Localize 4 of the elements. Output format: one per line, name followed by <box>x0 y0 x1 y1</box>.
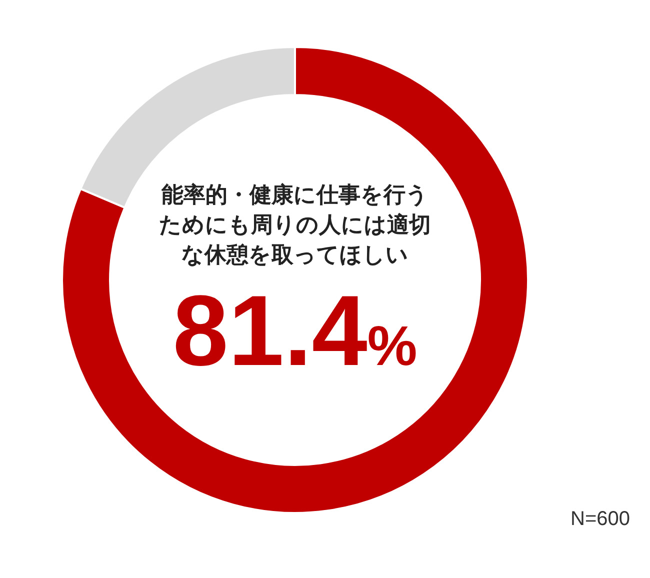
text: N=600 <box>570 508 630 530</box>
data-label: 81.4% <box>172 275 418 387</box>
text: 能率的・健康に仕事を行うためにも周りの人には適切な休憩を取ってほしい <box>159 182 431 267</box>
donut-slice <box>61 46 529 514</box>
